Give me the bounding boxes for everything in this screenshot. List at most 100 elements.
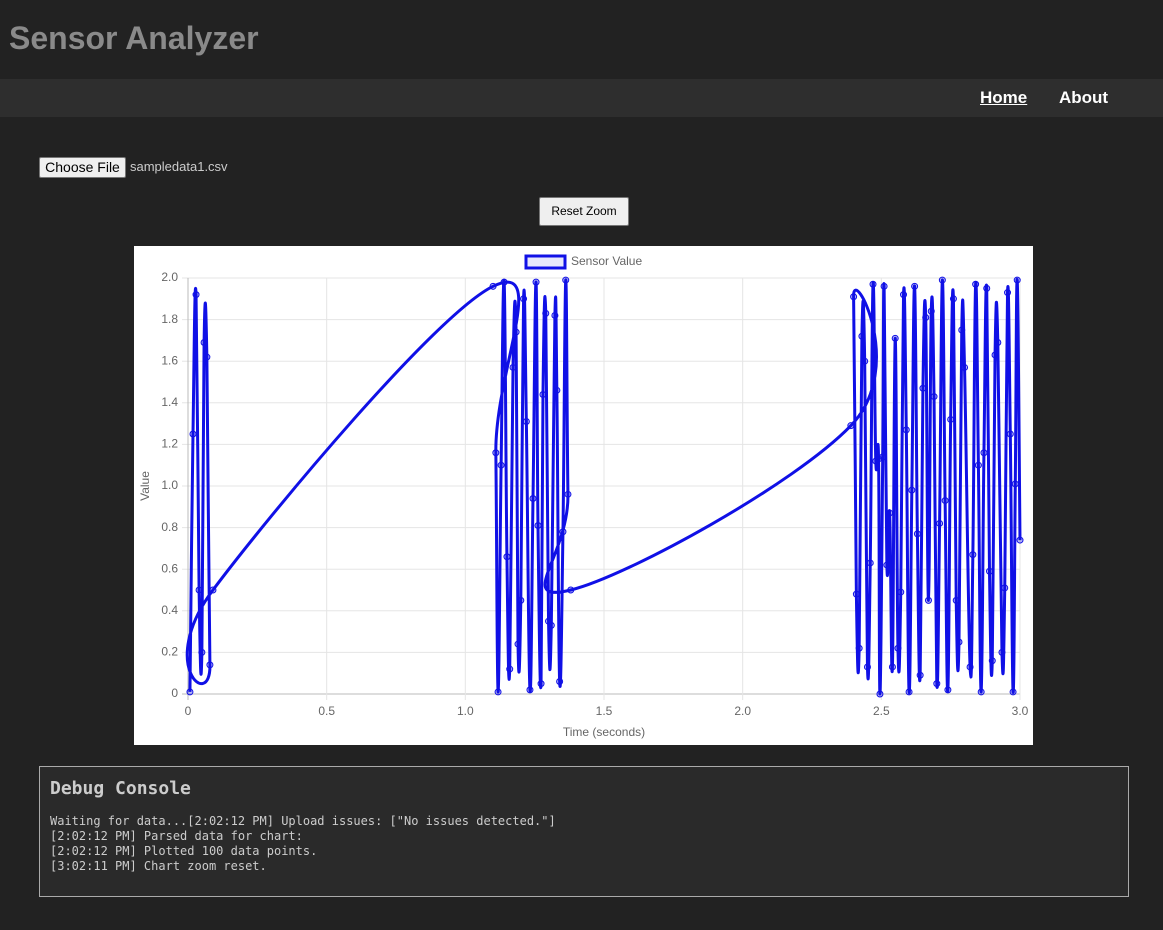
data-point xyxy=(209,586,217,594)
data-point xyxy=(539,390,547,398)
data-point xyxy=(922,314,930,322)
nav-link[interactable]: Home xyxy=(980,88,1028,107)
y-tick-label: 1.2 xyxy=(161,437,178,451)
app-title: Sensor Analyzer xyxy=(9,20,259,56)
data-point xyxy=(936,519,944,527)
data-point xyxy=(852,590,860,598)
y-tick-label: 0 xyxy=(171,686,178,700)
chart-container: Time (seconds) Value 0 0.2 0.4 0.6 0.8 1.0 1.2… xyxy=(134,246,1033,745)
data-point xyxy=(985,567,993,575)
data-point xyxy=(966,663,974,671)
data-point xyxy=(192,291,200,299)
y-tick-label: 1.4 xyxy=(161,395,178,409)
data-point xyxy=(195,586,203,594)
data-point xyxy=(506,665,514,673)
data-point xyxy=(930,393,938,401)
data-point xyxy=(1006,430,1014,438)
data-point xyxy=(880,282,888,290)
data-point xyxy=(974,461,982,469)
data-point xyxy=(514,640,522,648)
data-point xyxy=(517,596,525,604)
console-log: Waiting for data...[2:02:12 PM] Upload i… xyxy=(50,814,556,874)
data-point xyxy=(542,309,550,317)
y-tick-label: 0.6 xyxy=(161,561,178,575)
data-point xyxy=(1004,289,1012,297)
data-point xyxy=(497,461,505,469)
data-point xyxy=(883,561,891,569)
data-point xyxy=(492,449,500,457)
log-line: [2:02:12 PM] Parsed data for chart: xyxy=(50,829,303,843)
data-point xyxy=(983,284,991,292)
data-point xyxy=(961,363,969,371)
data-point xyxy=(494,688,502,696)
data-point xyxy=(916,671,924,679)
x-tick-label: 0.5 xyxy=(318,704,335,718)
data-point xyxy=(941,497,949,505)
y-tick-label: 0.8 xyxy=(161,520,178,534)
data-point xyxy=(977,688,985,696)
data-point xyxy=(564,490,572,498)
log-line: Waiting for data...[2:02:12 PM] Upload i… xyxy=(50,814,556,828)
data-point xyxy=(500,278,508,286)
data-point xyxy=(509,363,517,371)
chart: Time (seconds) Value 0 0.2 0.4 0.6 0.8 1.0 1.2… xyxy=(138,254,1028,739)
data-point xyxy=(1016,536,1024,544)
data-point xyxy=(888,663,896,671)
data-point xyxy=(886,509,894,517)
legend-label: Sensor Value xyxy=(571,254,642,268)
console-title: Debug Console xyxy=(50,778,191,799)
data-point xyxy=(512,328,520,336)
nav-link[interactable]: About xyxy=(1059,88,1109,107)
data-point xyxy=(908,486,916,494)
data-point xyxy=(847,422,855,430)
data-point xyxy=(980,449,988,457)
data-point xyxy=(537,680,545,688)
data-point xyxy=(189,430,197,438)
data-point xyxy=(891,334,899,342)
data-point xyxy=(876,690,884,698)
data-point xyxy=(206,661,214,669)
data-point xyxy=(994,338,1002,346)
data-line xyxy=(185,278,1022,696)
data-point xyxy=(186,688,194,696)
data-point xyxy=(200,338,208,346)
x-tick-label: 1.0 xyxy=(457,704,474,718)
data-point xyxy=(902,426,910,434)
y-axis-title: Value xyxy=(138,471,152,501)
data-point xyxy=(969,551,977,559)
data-point xyxy=(503,553,511,561)
log-line: [2:02:12 PM] Plotted 100 data points. xyxy=(50,844,318,858)
reset-zoom-button[interactable]: Reset Zoom xyxy=(539,197,629,226)
y-tick-label: 1.6 xyxy=(161,353,178,367)
x-tick-label: 1.5 xyxy=(596,704,613,718)
data-point xyxy=(489,282,497,290)
data-point xyxy=(944,686,952,694)
data-point xyxy=(567,586,575,594)
data-point xyxy=(559,528,567,536)
file-button[interactable]: Choose File xyxy=(39,157,126,178)
data-point xyxy=(894,644,902,652)
debug-console: Debug Console Waiting for data...[2:02:1… xyxy=(39,766,1129,897)
data-point xyxy=(955,638,963,646)
y-tick-label: 0.2 xyxy=(161,645,178,659)
data-point xyxy=(866,559,874,567)
data-point xyxy=(919,384,927,392)
data-point xyxy=(198,648,206,656)
data-point xyxy=(1001,584,1009,592)
x-axis-title: Time (seconds) xyxy=(563,725,645,739)
data-point xyxy=(900,291,908,299)
x-tick-label: 2.5 xyxy=(873,704,890,718)
data-point xyxy=(1009,688,1017,696)
log-line: [3:02:11 PM] Chart zoom reset. xyxy=(50,859,267,873)
data-point xyxy=(998,648,1006,656)
data-point xyxy=(938,276,946,284)
data-point xyxy=(861,357,869,365)
data-point xyxy=(905,688,913,696)
data-point xyxy=(897,588,905,596)
data-point xyxy=(556,678,564,686)
data-point xyxy=(958,326,966,334)
x-tick-label: 0 xyxy=(185,704,192,718)
data-point xyxy=(855,644,863,652)
data-point xyxy=(863,663,871,671)
